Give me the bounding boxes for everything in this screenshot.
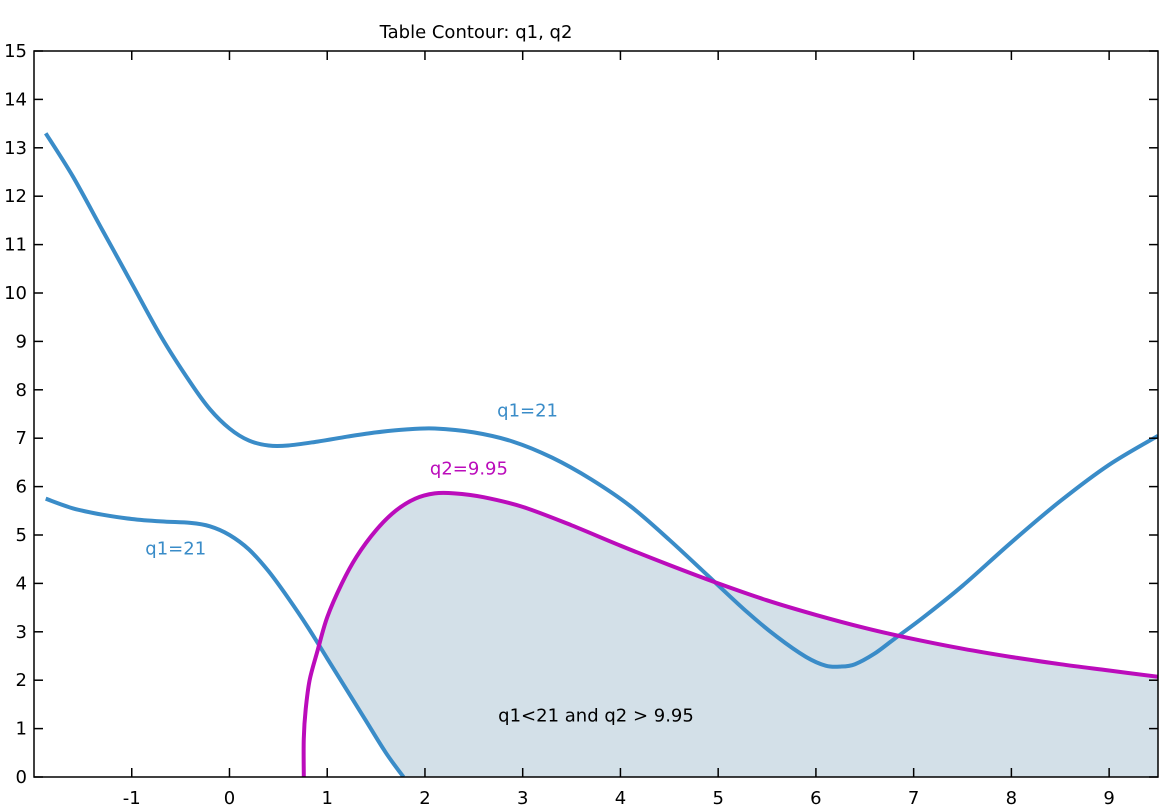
y-tick-label: 15: [4, 41, 27, 62]
q1-contour-label-upper: q1=21: [497, 400, 558, 421]
plot-frame: [33, 50, 1159, 778]
y-tick-label: 0: [16, 767, 27, 788]
y-tick-label: 10: [4, 283, 27, 304]
region-label: q1<21 and q2 > 9.95: [498, 705, 694, 726]
q2-contour-label: q2=9.95: [430, 459, 508, 480]
x-tick-label: 3: [517, 788, 528, 809]
q1-contour-label-lower: q1=21: [145, 538, 206, 559]
x-tick-label: 1: [321, 788, 332, 809]
y-tick-label: 8: [16, 380, 27, 401]
y-tick-label: 13: [4, 138, 27, 159]
chart-title: Table Contour: q1, q2: [379, 22, 573, 43]
y-tick-label: 9: [16, 331, 27, 352]
x-tick-label: 0: [224, 788, 235, 809]
x-tick-label: 7: [908, 788, 919, 809]
x-tick-label: -1: [123, 788, 141, 809]
y-tick-label: 7: [16, 428, 27, 449]
x-tick-label: 4: [615, 788, 626, 809]
q1-contour-lower-line: [45, 496, 406, 777]
y-tick-label: 6: [16, 477, 27, 498]
x-tick-label: 2: [419, 788, 430, 809]
y-tick-label: 5: [16, 525, 27, 546]
x-tick-label: 9: [1103, 788, 1114, 809]
q2-contour-line: [301, 490, 1158, 777]
y-tick-label: 14: [4, 89, 27, 110]
x-tick-label: 5: [712, 788, 723, 809]
y-tick-label: 4: [16, 573, 27, 594]
x-tick-label: 8: [1006, 788, 1017, 809]
y-tick-label: 1: [16, 719, 27, 740]
y-tick-label: 2: [16, 670, 27, 691]
x-tick-label: 6: [810, 788, 821, 809]
y-tick-label: 12: [4, 186, 27, 207]
y-tick-label: 3: [16, 622, 27, 643]
feasible-region-fill: [319, 492, 1158, 777]
q1-contour-upper-line: [44, 132, 1158, 669]
y-tick-label: 11: [4, 235, 27, 256]
